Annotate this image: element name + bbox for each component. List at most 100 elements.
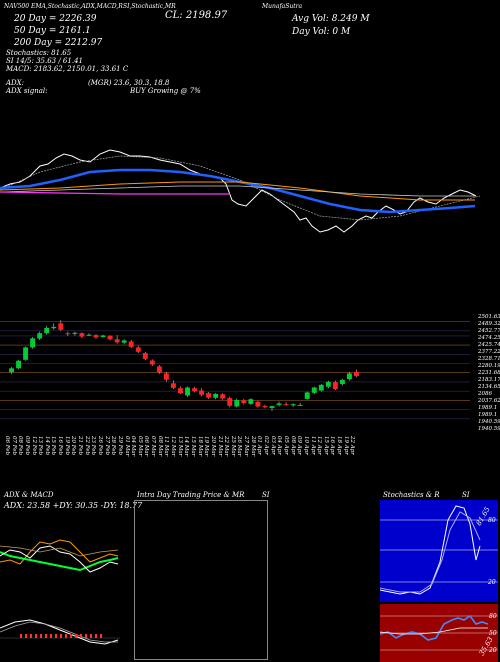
date-tick-label: 20 Feb bbox=[70, 436, 77, 456]
candle-body bbox=[72, 332, 78, 334]
date-tick-label: 06 Feb bbox=[4, 436, 10, 456]
price-tick-label: 2452.77 bbox=[478, 328, 500, 334]
price-tick-label: 2328.71 bbox=[478, 356, 500, 362]
candle-body bbox=[311, 387, 317, 393]
avg-volume: Avg Vol: 8.249 M bbox=[292, 14, 370, 24]
date-tick-label: 25 Mar bbox=[229, 436, 236, 457]
date-tick-label: 09 Apr bbox=[296, 436, 303, 455]
rsi-level-80: 80 bbox=[489, 613, 497, 620]
adx-alt-line bbox=[0, 545, 119, 557]
macd-label: MACD: 2183.62, 2150.01, 33.61 C bbox=[6, 65, 129, 73]
price-line bbox=[0, 149, 477, 233]
date-tick-label: 04 Mar bbox=[130, 436, 137, 457]
price-tick-label: 1940.59 bbox=[478, 426, 500, 432]
price-tick-label: 2086 bbox=[478, 391, 492, 397]
candle-body bbox=[290, 404, 296, 406]
candle-body bbox=[234, 400, 240, 407]
price-tick-label: 1989.1 bbox=[478, 405, 498, 411]
intraday-si: SI bbox=[262, 491, 270, 499]
date-tick-label: 29 Feb bbox=[116, 436, 123, 456]
rsi-level-20: 20 bbox=[488, 647, 497, 654]
date-tick-label: 03 Apr bbox=[269, 436, 276, 455]
date-tick-label: 15 Mar bbox=[189, 436, 196, 457]
ma200-line bbox=[0, 191, 230, 195]
date-tick-label: 01 Apr bbox=[256, 436, 263, 455]
adx-label: ADX: bbox=[6, 79, 25, 87]
candle-body bbox=[163, 373, 169, 380]
candle-body bbox=[93, 335, 99, 338]
rsi-line bbox=[380, 614, 489, 641]
date-tick-label: 06 Mar bbox=[143, 436, 150, 457]
price-tick-label: 1989.1 bbox=[478, 412, 498, 418]
ma20-line bbox=[0, 168, 476, 214]
date-tick-label: 08 Mar bbox=[156, 436, 163, 457]
date-tick-label: 21 Mar bbox=[216, 436, 223, 457]
price-tick-label: 2037.62 bbox=[478, 398, 500, 404]
candle-body bbox=[121, 340, 127, 343]
candle-body bbox=[220, 394, 226, 399]
price-tick-label: 2231.68 bbox=[478, 370, 500, 376]
macd-histogram bbox=[20, 634, 102, 638]
candle-body bbox=[16, 360, 22, 369]
macd-signal-line bbox=[0, 621, 118, 643]
stochastics-si: SI bbox=[462, 491, 470, 499]
date-tick-label: 28 Feb bbox=[110, 436, 117, 456]
date-tick-label: 14 Mar bbox=[183, 436, 190, 457]
date-tick-label: 12 Feb bbox=[30, 436, 37, 456]
candle-body bbox=[142, 353, 148, 359]
date-tick-label: 23 Feb bbox=[90, 436, 97, 456]
date-tick-label: 12 Mar bbox=[170, 436, 177, 457]
price-tick-label: 2280.19 bbox=[478, 363, 500, 369]
date-tick-label: 16 Feb bbox=[57, 436, 64, 456]
date-axis: 06 Feb 07 Feb 08 Feb 09 Feb 12 Feb 13 Feb 14 F… bbox=[0, 436, 370, 486]
date-tick-label: 10 Apr bbox=[302, 436, 309, 455]
price-tick-label: 2377.22 bbox=[478, 349, 500, 355]
candle-body bbox=[128, 341, 134, 347]
date-tick-label: 11 Apr bbox=[309, 436, 316, 455]
date-tick-label: 02 Apr bbox=[263, 436, 270, 455]
stoch-title-line: SI,Stochastic,MR bbox=[123, 3, 176, 10]
candle-body bbox=[178, 388, 183, 393]
candle-body bbox=[149, 360, 155, 365]
candle-body bbox=[65, 333, 71, 335]
ma100-line bbox=[0, 185, 475, 197]
candle-body bbox=[114, 339, 120, 343]
candle-body bbox=[107, 335, 113, 340]
stochastics-title: Stochastics & R bbox=[383, 491, 440, 499]
candle-body bbox=[283, 404, 289, 406]
stochastics-panel: 81.65 80 20 bbox=[380, 500, 498, 602]
candle-body bbox=[185, 387, 190, 396]
date-tick-label: 07 Mar bbox=[150, 436, 157, 457]
day-volume: Day Vol: 0 M bbox=[292, 27, 351, 37]
plus-dy-line bbox=[0, 551, 119, 572]
candle-body bbox=[325, 381, 331, 387]
ema-line bbox=[0, 155, 481, 221]
price-tick-label: 2501.63 bbox=[478, 314, 500, 320]
date-tick-label: 13 Mar bbox=[176, 436, 183, 457]
ma20-label: 20 Day = 2226.39 bbox=[14, 14, 97, 24]
date-tick-label: 15 Apr bbox=[322, 436, 329, 455]
intraday-title: Intra Day Trading Price & MR bbox=[137, 491, 245, 499]
intraday-panel bbox=[134, 500, 268, 660]
date-tick-label: 18 Mar bbox=[196, 436, 203, 457]
candle-body bbox=[269, 406, 275, 408]
date-tick-label: 08 Feb bbox=[17, 436, 24, 456]
macd-panel bbox=[0, 619, 120, 645]
candle-body bbox=[100, 335, 106, 337]
candle-body bbox=[192, 388, 198, 392]
price-tick-label: 2134.65 bbox=[478, 384, 500, 390]
date-tick-label: 12 Apr bbox=[316, 436, 323, 455]
stoch-level-20: 20 bbox=[487, 579, 496, 586]
candle-body bbox=[170, 383, 176, 388]
candle-body bbox=[297, 404, 303, 406]
candle-body bbox=[23, 347, 29, 360]
date-tick-label: 07 Feb bbox=[10, 436, 17, 456]
stoch-level-80: 80 bbox=[488, 517, 496, 524]
candle-body bbox=[37, 333, 43, 339]
close-label: CL: 2198.97 bbox=[165, 10, 228, 21]
rsi-avg-line bbox=[380, 627, 488, 635]
date-tick-label: 16 Apr bbox=[329, 436, 336, 455]
candle-body bbox=[318, 384, 324, 391]
adx-signal-label: ADX signal: bbox=[6, 87, 48, 95]
candle-body bbox=[51, 326, 57, 329]
